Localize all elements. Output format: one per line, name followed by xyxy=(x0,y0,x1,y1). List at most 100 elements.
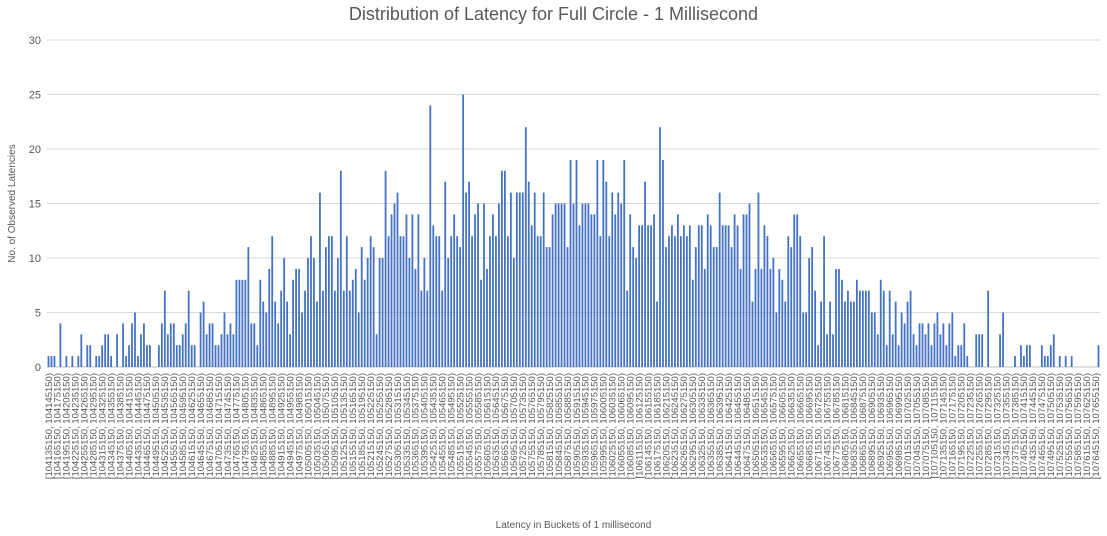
x-tick-label: [106445150, 106455150) xyxy=(733,373,744,479)
x-tick-label: [106295150, 106305150) xyxy=(688,373,699,479)
bar xyxy=(674,236,676,367)
bar xyxy=(137,356,139,367)
bar xyxy=(316,301,318,367)
y-axis-ticks: 0 5 10 15 20 25 30 xyxy=(29,35,41,374)
y-tick-label: 10 xyxy=(29,253,41,265)
bar xyxy=(1043,356,1046,367)
bar xyxy=(250,323,253,367)
x-tick-label: [105215150, 105225150) xyxy=(366,373,377,479)
bar xyxy=(310,236,312,367)
bar xyxy=(420,290,423,367)
bar xyxy=(668,236,670,367)
bar xyxy=(927,323,930,367)
bar xyxy=(435,236,438,367)
bar xyxy=(339,170,342,367)
x-tick-label: [105965150, 105975150) xyxy=(590,373,601,479)
bar xyxy=(524,127,527,367)
x-tick-label: [105575150, 105585150) xyxy=(473,373,484,479)
bar xyxy=(247,247,250,367)
bar xyxy=(554,203,557,367)
bar xyxy=(462,94,465,367)
x-tick-label: [104675150, 104685150) xyxy=(205,373,216,479)
x-tick-label: [104165150, 104175150) xyxy=(53,373,64,479)
bar xyxy=(545,247,548,367)
bar xyxy=(193,345,196,367)
bar xyxy=(909,290,912,367)
y-tick-label: 0 xyxy=(35,362,41,374)
bar xyxy=(826,334,828,367)
bar xyxy=(879,279,882,367)
x-tick-label: [104285150, 104295150) xyxy=(89,373,100,479)
bar xyxy=(328,236,330,367)
x-tick-label: [107405150, 107415150) xyxy=(1019,373,1030,479)
bar xyxy=(1026,345,1028,367)
bar xyxy=(268,268,271,367)
bar xyxy=(390,214,393,367)
bar xyxy=(509,192,512,367)
bar xyxy=(599,236,602,367)
bar xyxy=(369,236,372,367)
bar xyxy=(515,192,518,367)
bar xyxy=(101,345,104,367)
x-tick-label: [104495150, 104505150) xyxy=(151,373,162,479)
bar xyxy=(727,225,730,367)
x-tick-label: [106625150, 106635150) xyxy=(787,373,798,479)
bar xyxy=(286,301,289,367)
bar xyxy=(855,279,858,367)
bar xyxy=(271,236,274,367)
x-tick-label: [105005150, 105015150) xyxy=(303,373,314,479)
bar xyxy=(623,159,626,367)
x-tick-label: [106115150, 106125150) xyxy=(634,373,645,478)
bar xyxy=(873,312,876,367)
bar xyxy=(483,203,485,367)
bar xyxy=(757,192,760,367)
y-tick-label: 20 xyxy=(29,144,41,156)
bar xyxy=(98,356,101,367)
x-tick-label: [107165150, 107175150) xyxy=(948,373,959,479)
bar xyxy=(492,214,494,367)
bar xyxy=(596,159,599,367)
x-tick-label: [105035150, 105045150) xyxy=(312,373,323,479)
x-tick-label: [106715150, 106725150) xyxy=(813,373,824,479)
bar xyxy=(536,236,539,367)
bar xyxy=(468,181,470,367)
bar xyxy=(53,356,56,367)
bar xyxy=(793,214,796,367)
bar xyxy=(566,247,569,367)
bar xyxy=(897,345,900,367)
y-tick-label: 30 xyxy=(29,35,41,47)
x-tick-label: [104375150, 104385150) xyxy=(115,373,126,479)
bar xyxy=(620,203,623,367)
x-tick-label: [106805150, 106815150) xyxy=(840,373,851,479)
bar xyxy=(945,345,948,367)
bar xyxy=(691,279,694,367)
bar xyxy=(682,225,685,367)
x-tick-label: [106685150, 106695150) xyxy=(804,373,815,479)
bar xyxy=(906,301,909,367)
bar xyxy=(402,236,405,367)
x-tick-label: [105665150, 105675150) xyxy=(500,373,511,479)
bar xyxy=(730,247,733,367)
x-tick-label: [104345150, 104355150) xyxy=(106,373,117,479)
x-tick-label: [105125150, 105135150) xyxy=(339,373,350,479)
bar xyxy=(629,214,632,367)
bar xyxy=(841,279,843,367)
bar xyxy=(781,279,784,367)
bar xyxy=(202,301,205,367)
bar xyxy=(790,247,793,367)
bar xyxy=(486,268,488,367)
x-tick-label: [104525150, 104535150) xyxy=(160,373,171,479)
bar xyxy=(160,323,163,367)
bar xyxy=(199,312,202,367)
bar xyxy=(760,268,763,367)
bar xyxy=(718,192,721,367)
bar xyxy=(796,214,799,367)
bar xyxy=(584,203,587,367)
x-tick-label: [106085150, 106095150) xyxy=(625,373,636,479)
bar xyxy=(778,268,781,367)
x-tick-label: [105095150, 105105150) xyxy=(330,373,341,479)
bar xyxy=(617,192,620,367)
bar xyxy=(298,268,300,367)
bar xyxy=(712,247,715,367)
bar xyxy=(885,345,888,367)
